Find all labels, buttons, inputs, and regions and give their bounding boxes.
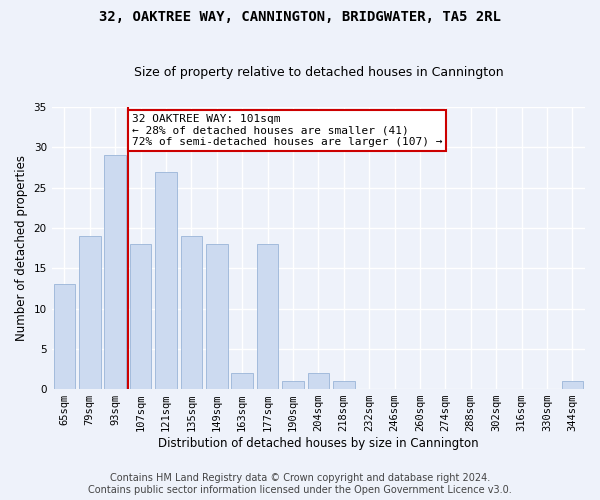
Text: 32 OAKTREE WAY: 101sqm
← 28% of detached houses are smaller (41)
72% of semi-det: 32 OAKTREE WAY: 101sqm ← 28% of detached… — [131, 114, 442, 146]
Bar — [181, 236, 202, 389]
Bar — [282, 381, 304, 389]
Bar — [79, 236, 101, 389]
Bar — [130, 244, 151, 389]
Bar — [206, 244, 227, 389]
Y-axis label: Number of detached properties: Number of detached properties — [15, 155, 28, 341]
Bar — [308, 373, 329, 389]
Title: Size of property relative to detached houses in Cannington: Size of property relative to detached ho… — [134, 66, 503, 80]
Bar — [232, 373, 253, 389]
X-axis label: Distribution of detached houses by size in Cannington: Distribution of detached houses by size … — [158, 437, 479, 450]
Bar — [104, 156, 126, 389]
Bar — [562, 381, 583, 389]
Text: Contains HM Land Registry data © Crown copyright and database right 2024.
Contai: Contains HM Land Registry data © Crown c… — [88, 474, 512, 495]
Bar — [257, 244, 278, 389]
Bar — [53, 284, 75, 389]
Bar — [333, 381, 355, 389]
Text: 32, OAKTREE WAY, CANNINGTON, BRIDGWATER, TA5 2RL: 32, OAKTREE WAY, CANNINGTON, BRIDGWATER,… — [99, 10, 501, 24]
Bar — [155, 172, 177, 389]
